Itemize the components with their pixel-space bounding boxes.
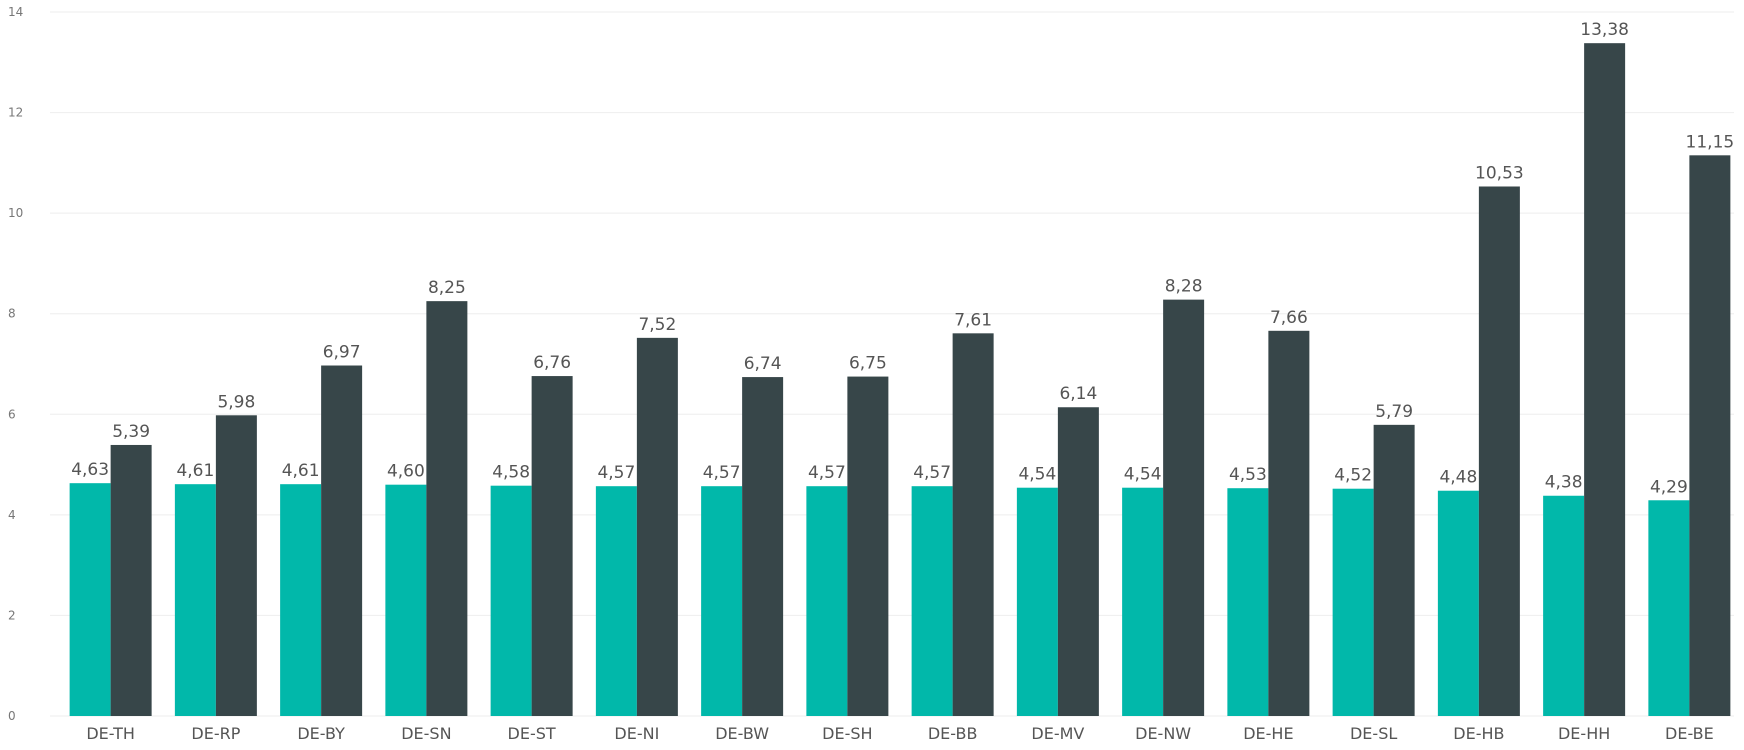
bar — [1648, 500, 1690, 716]
x-tick-label: DE-SL — [1350, 724, 1397, 743]
x-tick-label: DE-HB — [1453, 724, 1504, 743]
y-tick-label: 2 — [8, 608, 16, 622]
data-label: 4,48 — [1439, 468, 1477, 488]
bar — [1122, 487, 1164, 716]
x-tick-label: DE-MV — [1031, 724, 1084, 743]
bar — [1332, 488, 1374, 716]
data-label: 6,14 — [1059, 384, 1097, 404]
x-tick-label: DE-BE — [1665, 724, 1714, 743]
bar — [701, 486, 743, 716]
bar — [1163, 299, 1205, 716]
data-label: 7,61 — [954, 310, 992, 330]
y-tick-label: 10 — [8, 206, 23, 220]
data-label: 6,74 — [744, 354, 782, 374]
data-label: 4,58 — [492, 463, 530, 483]
x-axis: DE-TH DE-RP DE-BY DE-SN DE-ST DE-NI DE-BW DE-SH… — [86, 724, 1713, 743]
bar — [110, 444, 152, 716]
data-label: 7,66 — [1270, 308, 1308, 328]
bar — [1584, 43, 1626, 717]
data-label: 8,28 — [1165, 277, 1203, 297]
y-tick-label: 0 — [8, 709, 16, 723]
bar — [595, 486, 637, 716]
bar — [426, 301, 468, 716]
x-tick-label: DE-HH — [1558, 724, 1610, 743]
data-label: 5,39 — [112, 422, 150, 442]
data-label: 4,61 — [176, 461, 214, 481]
bar — [385, 484, 427, 716]
data-label: 4,29 — [1650, 477, 1688, 497]
data-label: 4,60 — [387, 462, 425, 482]
x-tick-label: DE-BY — [297, 724, 345, 743]
y-tick-label: 14 — [8, 5, 23, 19]
bar — [806, 486, 848, 716]
bar — [531, 376, 573, 716]
x-tick-label: DE-BW — [715, 724, 769, 743]
data-label: 4,57 — [913, 463, 951, 483]
x-tick-label: DE-TH — [86, 724, 135, 743]
bar — [280, 484, 322, 716]
bar — [1268, 330, 1310, 716]
bar — [321, 365, 363, 716]
x-tick-label: DE-SH — [822, 724, 872, 743]
data-label: 4,54 — [1124, 465, 1162, 485]
bars — [69, 43, 1731, 717]
data-label: 7,52 — [638, 315, 676, 335]
data-labels: 4,635,39 4,61 5,98 4,61 6,97 4,60 8,25 4,58 6,76… — [71, 20, 1734, 497]
data-label: 6,97 — [323, 343, 361, 363]
data-label: 11,15 — [1686, 132, 1735, 152]
x-tick-label: DE-NW — [1135, 724, 1191, 743]
y-axis: 0 2 4 6 8 10 12 14 — [8, 5, 23, 723]
data-label: 6,75 — [849, 354, 887, 374]
y-tick-label: 12 — [8, 106, 23, 120]
y-tick-label: 6 — [8, 407, 16, 421]
bar — [636, 337, 678, 716]
bar — [1437, 490, 1479, 716]
data-label: 4,57 — [808, 463, 846, 483]
data-label: 4,61 — [282, 461, 320, 481]
x-tick-label: DE-BB — [928, 724, 978, 743]
x-tick-label: DE-RP — [191, 724, 240, 743]
x-tick-label: DE-ST — [508, 724, 556, 743]
x-tick-label: DE-HE — [1243, 724, 1293, 743]
x-tick-label: DE-SN — [401, 724, 451, 743]
data-label: 4,53 — [1229, 465, 1267, 485]
bar — [69, 483, 111, 716]
bar — [742, 377, 784, 716]
data-label: 4,63 — [71, 460, 109, 480]
bar — [215, 415, 257, 716]
x-tick-label: DE-NI — [614, 724, 659, 743]
data-label: 4,52 — [1334, 466, 1372, 486]
data-label: 6,76 — [533, 353, 571, 373]
bar — [1016, 487, 1058, 716]
bar — [1373, 424, 1415, 716]
data-label: 5,98 — [217, 392, 255, 412]
bar — [490, 485, 532, 716]
data-label: 10,53 — [1475, 163, 1524, 183]
bar — [911, 486, 953, 716]
bar — [1689, 155, 1731, 717]
data-label: 13,38 — [1580, 20, 1629, 40]
data-label: 8,25 — [428, 278, 466, 298]
bar — [1478, 186, 1520, 716]
bar — [174, 484, 216, 716]
bar — [847, 376, 889, 716]
data-label: 4,57 — [703, 463, 741, 483]
bar — [952, 333, 994, 716]
data-label: 4,57 — [597, 463, 635, 483]
y-tick-label: 8 — [8, 307, 16, 321]
data-label: 4,54 — [1018, 465, 1056, 485]
data-label: 5,79 — [1375, 402, 1413, 422]
y-tick-label: 4 — [8, 508, 16, 522]
data-label: 4,38 — [1545, 473, 1583, 493]
bar — [1057, 407, 1099, 716]
bar — [1227, 488, 1269, 716]
bar — [1543, 495, 1585, 716]
